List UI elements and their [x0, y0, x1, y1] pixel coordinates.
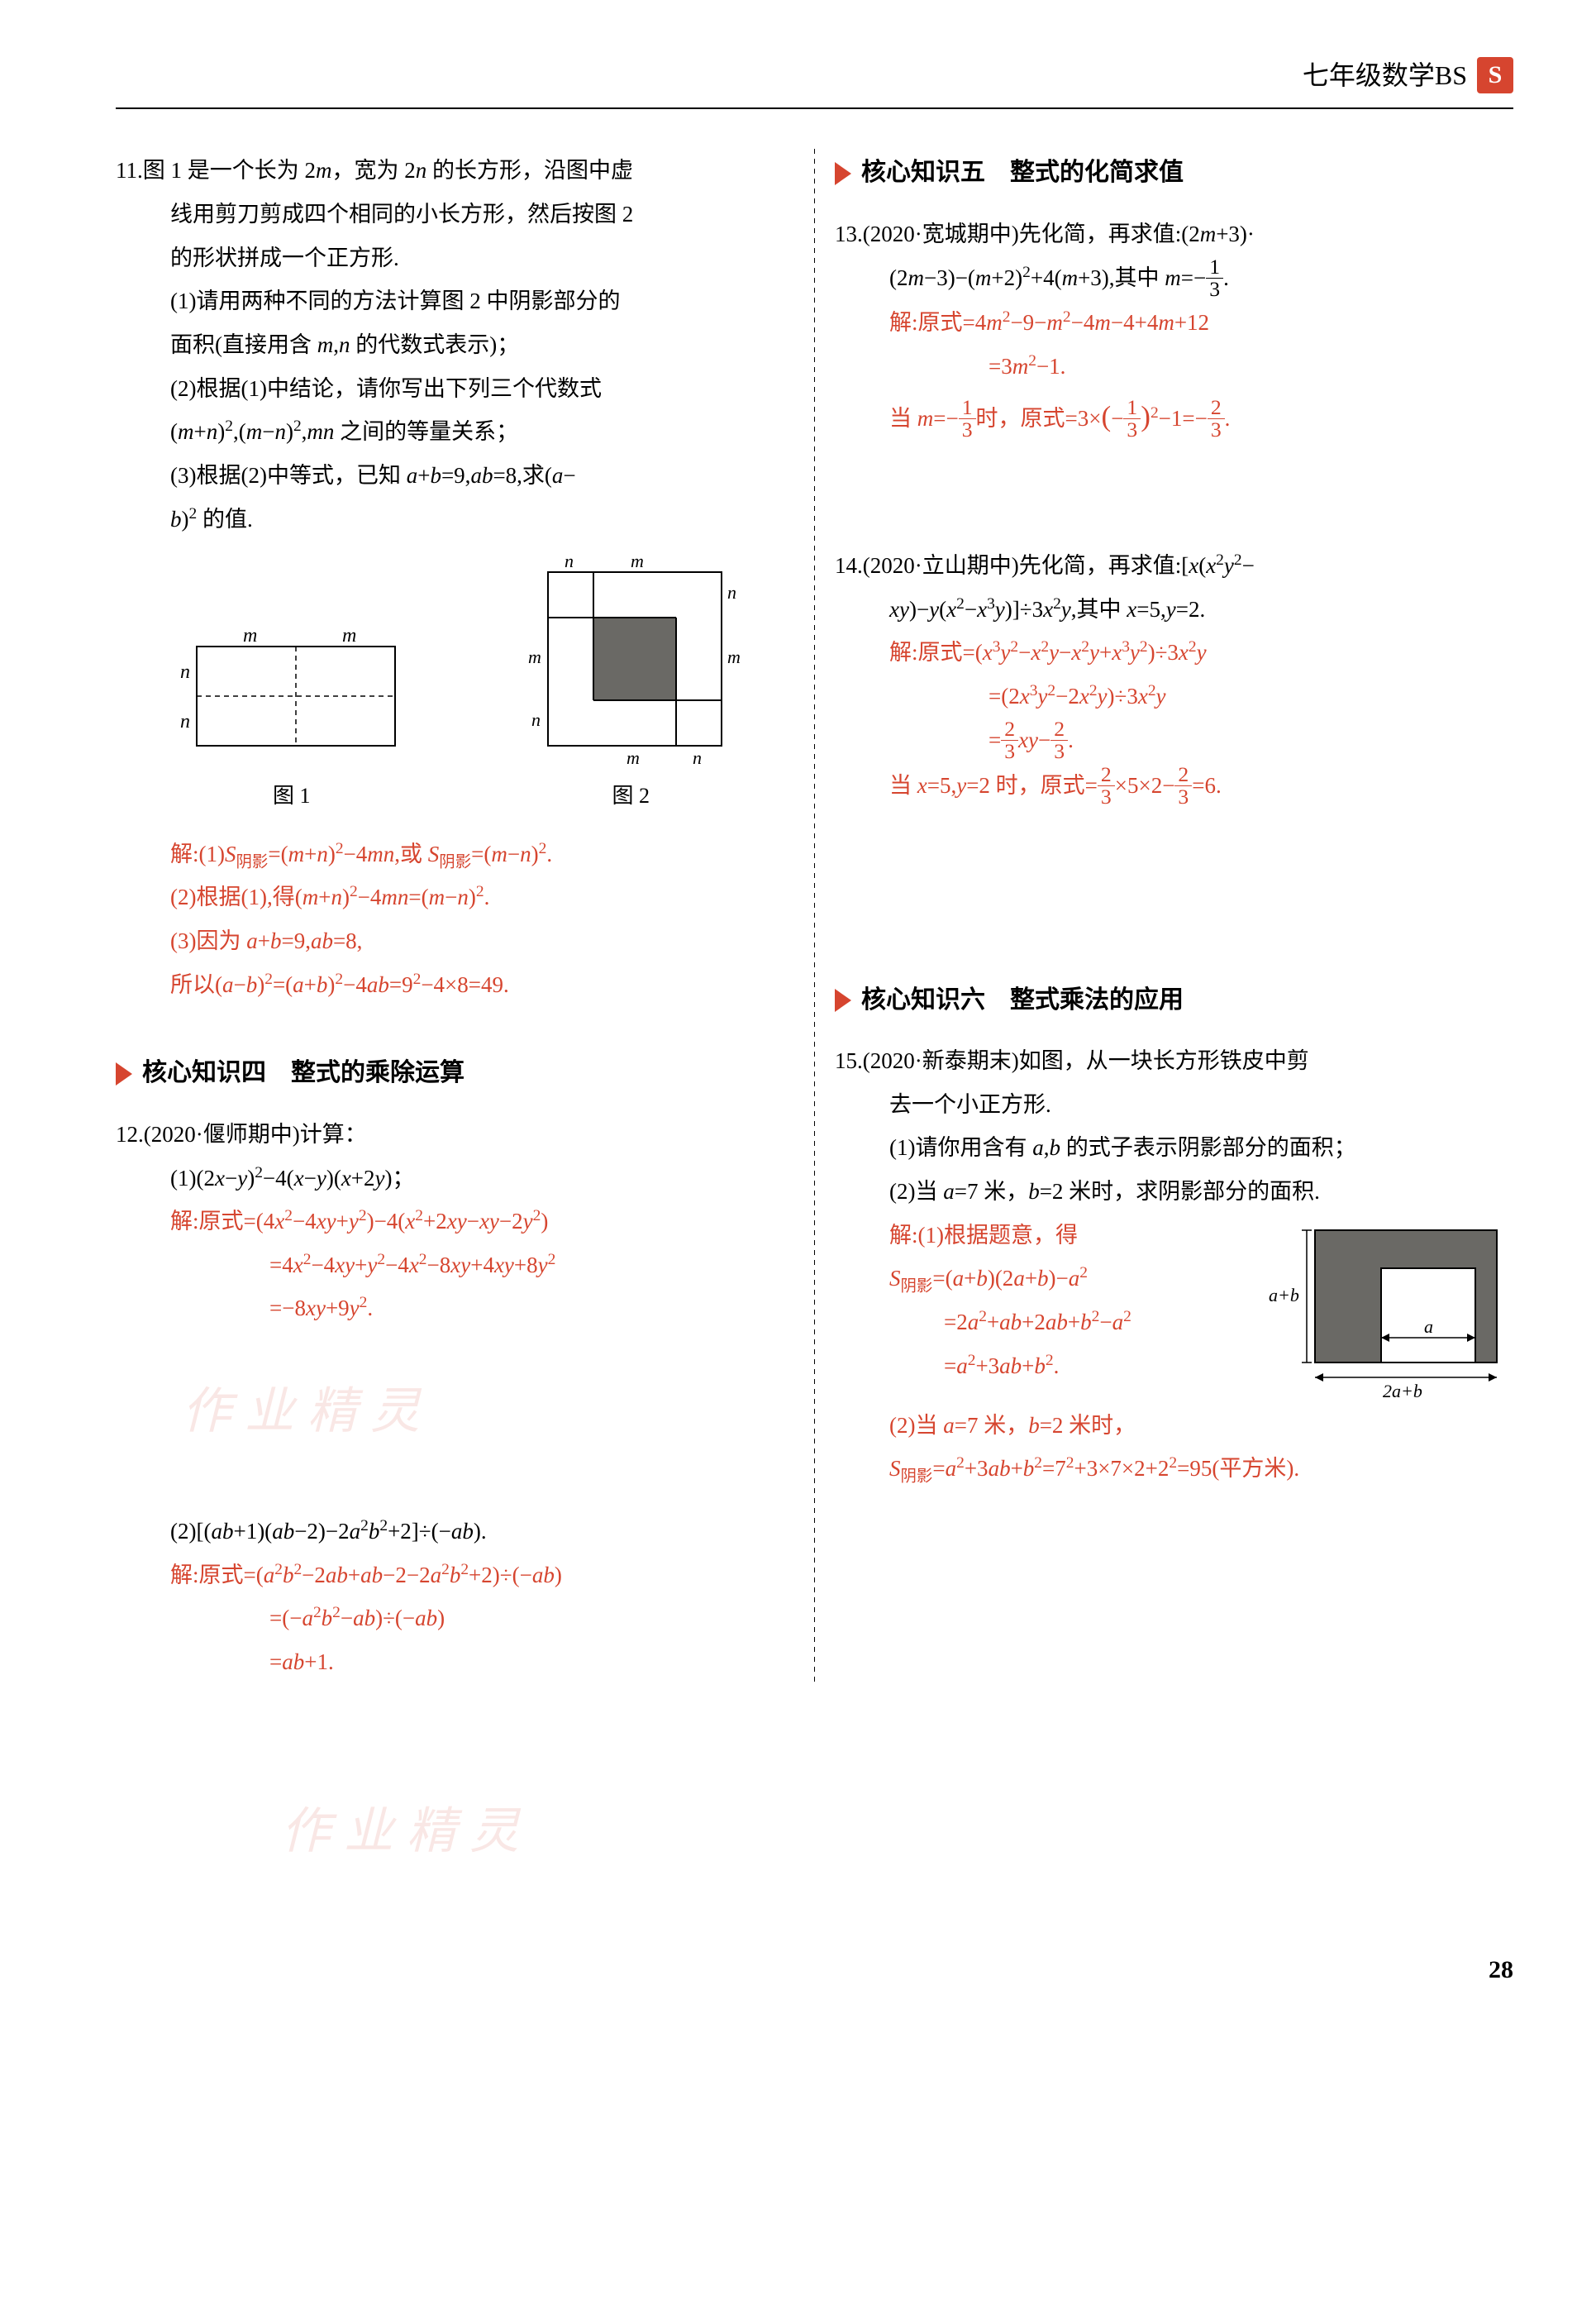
question-14: 14.(2020·立山期中)先化简，再求值:[x(x2y2− xy)−y(x2−… [835, 544, 1513, 809]
q15-a3: =2a2+ab+2ab+b2−a2 [944, 1300, 1265, 1344]
q15-number: 15. [835, 1048, 863, 1073]
q13-l2: (2m−3)−(m+2)2+4(m+3),其中 m=−13. [889, 256, 1513, 302]
svg-text:n: n [565, 556, 574, 571]
q15-a2: S阴影=(a+b)(2a+b)−a2 [889, 1257, 1265, 1300]
q12-a2-1: 解:原式=(a2b2−2ab+ab−2−2a2b2+2)÷(−ab) [170, 1553, 794, 1597]
q15-p1: (1)请你用含有 a,b 的式子表示阴影部分的面积； [889, 1126, 1513, 1170]
svg-text:m: m [727, 647, 741, 667]
section-6-title: 核心知识六 整式乘法的应用 [861, 976, 1184, 1025]
svg-text:n: n [531, 709, 541, 730]
section-4-heading: 核心知识四 整式的乘除运算 [116, 1049, 794, 1098]
question-15: 15.(2020·新泰期末)如图，从一块长方形铁皮中剪 去一个小正方形. (1)… [835, 1039, 1513, 1491]
q15-a1: 解:(1)根据题意，得 [889, 1214, 1265, 1257]
q13-l1: (2020·宽城期中)先化简，再求值:(2m+3)· [863, 222, 1255, 246]
svg-text:m: m [528, 647, 541, 667]
figure-2: n m n m n m n m [515, 556, 746, 771]
question-13: 13.(2020·宽城期中)先化简，再求值:(2m+3)· (2m−3)−(m+… [835, 212, 1513, 445]
q11-number: 11. [116, 158, 143, 183]
q12-a1-1: 解:原式=(4x2−4xy+y2)−4(x2+2xy−xy−2y2) [170, 1200, 794, 1243]
q15-diagram: a+b a 2a+b [1265, 1214, 1513, 1404]
question-11: 11.图 1 是一个长为 2m，宽为 2n 的长方形，沿图中虚 线用剪刀剪成四个… [116, 149, 794, 1006]
figure-1: m m n n [164, 622, 420, 771]
q12-a2-2: =(−a2b2−ab)÷(−ab) [269, 1596, 794, 1640]
q15-a6: S阴影=a2+3ab+b2=72+3×7×2+22=95(平方米). [889, 1447, 1513, 1491]
watermark-2: 作业精灵 [281, 1783, 1513, 1880]
q15-p2: (2)当 a=7 米，b=2 米时，求阴影部分的面积. [889, 1170, 1513, 1214]
fig1-caption: 图 1 [164, 775, 420, 818]
q15-l1: (2020·新泰期末)如图，从一块长方形铁皮中剪 [863, 1048, 1309, 1073]
section-5-title: 核心知识五 整式的化简求值 [861, 149, 1184, 198]
left-column: 11.图 1 是一个长为 2m，宽为 2n 的长方形，沿图中虚 线用剪刀剪成四个… [116, 149, 794, 1683]
q11-ans1: 解:(1)S阴影=(m+n)2−4mn,或 S阴影=(m−n)2. [170, 833, 794, 876]
q15-a5: (2)当 a=7 米，b=2 米时， [889, 1404, 1513, 1448]
q12-a2-3: =ab+1. [269, 1640, 794, 1684]
q14-a3: =23xy−23. [989, 718, 1513, 764]
q11-ans3: (3)因为 a+b=9,ab=8, [170, 919, 794, 963]
svg-text:n: n [727, 582, 736, 603]
column-divider [814, 149, 815, 1683]
section-6-heading: 核心知识六 整式乘法的应用 [835, 976, 1513, 1025]
q11-p3b: b)2 的值. [170, 498, 794, 542]
svg-text:a+b: a+b [1269, 1285, 1299, 1305]
svg-text:m: m [243, 625, 257, 647]
page-header: 七年级数学BS S [116, 50, 1513, 109]
q13-number: 13. [835, 222, 863, 246]
q12-a1-2: =4x2−4xy+y2−4x2−8xy+4xy+8y2 [269, 1243, 794, 1287]
q14-a4: 当 x=5,y=2 时，原式=23×5×2−23=6. [889, 764, 1513, 809]
svg-text:m: m [342, 625, 356, 647]
q11-figures: m m n n n m [116, 556, 794, 771]
q11-ans2: (2)根据(1),得(m+n)2−4mn=(m−n)2. [170, 876, 794, 919]
q13-a1: 解:原式=4m2−9−m2−4m−4+4m+12 [889, 301, 1513, 345]
q11-p1b: 面积(直接用含 m,n 的代数式表示)； [170, 323, 794, 367]
svg-text:m: m [626, 747, 640, 768]
svg-text:a: a [1424, 1316, 1433, 1337]
q11-ans4: 所以(a−b)2=(a+b)2−4ab=92−4×8=49. [170, 963, 794, 1007]
page-number: 28 [116, 1946, 1513, 1995]
svg-text:n: n [180, 661, 190, 683]
svg-text:2a+b: 2a+b [1383, 1381, 1422, 1401]
header-title: 七年级数学BS [1303, 50, 1467, 101]
triangle-icon [116, 1062, 132, 1086]
q11-line3: 的形状拼成一个正方形. [170, 236, 794, 280]
q14-a2: =(2x3y2−2x2y)÷3x2y [989, 675, 1513, 718]
q12-p1: (1)(2x−y)2−4(x−y)(x+2y)； [170, 1157, 794, 1200]
q11-p2a: (2)根据(1)中结论，请你写出下列三个代数式 [170, 367, 794, 411]
triangle-icon [835, 162, 851, 185]
q13-a2: =3m2−1. [989, 345, 1513, 389]
q12-line1: (2020·偃师期中)计算： [144, 1122, 367, 1147]
triangle-icon [835, 989, 851, 1012]
q13-a3: 当 m=−13时，原式=3×(−13)2−1=−23. [889, 389, 1513, 445]
q14-a1: 解:原式=(x3y2−x2y−x2y+x3y2)÷3x2y [889, 631, 1513, 675]
q12-number: 12. [116, 1122, 144, 1147]
q15-l2: 去一个小正方形. [889, 1083, 1513, 1127]
q11-line2: 线用剪刀剪成四个相同的小长方形，然后按图 2 [170, 193, 794, 236]
svg-text:n: n [693, 747, 702, 768]
svg-text:n: n [180, 711, 190, 733]
fig2-caption: 图 2 [515, 775, 746, 818]
svg-text:m: m [631, 556, 644, 571]
q11-line1: 图 1 是一个长为 2m，宽为 2n 的长方形，沿图中虚 [143, 158, 633, 183]
q11-p2b: (m+n)2,(m−n)2,mn 之间的等量关系； [170, 410, 794, 454]
q14-l2: xy)−y(x2−x3y)]÷3x2y,其中 x=5,y=2. [889, 588, 1513, 632]
q11-p1a: (1)请用两种不同的方法计算图 2 中阴影部分的 [170, 279, 794, 323]
section-5-heading: 核心知识五 整式的化简求值 [835, 149, 1513, 198]
right-column: 核心知识五 整式的化简求值 13.(2020·宽城期中)先化简，再求值:(2m+… [835, 149, 1513, 1683]
q14-number: 14. [835, 553, 863, 578]
header-logo: S [1477, 57, 1513, 93]
watermark-1: 作业精灵 [182, 1363, 794, 1460]
q15-a4: =a2+3ab+b2. [944, 1344, 1265, 1388]
q14-l1: (2020·立山期中)先化简，再求值:[x(x2y2− [863, 553, 1255, 578]
q12-a1-3: =−8xy+9y2. [269, 1286, 794, 1330]
q12-p2: (2)[(ab+1)(ab−2)−2a2b2+2]÷(−ab). [170, 1510, 794, 1553]
question-12: 12.(2020·偃师期中)计算： (1)(2x−y)2−4(x−y)(x+2y… [116, 1113, 794, 1684]
section-4-title: 核心知识四 整式的乘除运算 [142, 1049, 465, 1098]
q11-p3a: (3)根据(2)中等式，已知 a+b=9,ab=8,求(a− [170, 454, 794, 498]
